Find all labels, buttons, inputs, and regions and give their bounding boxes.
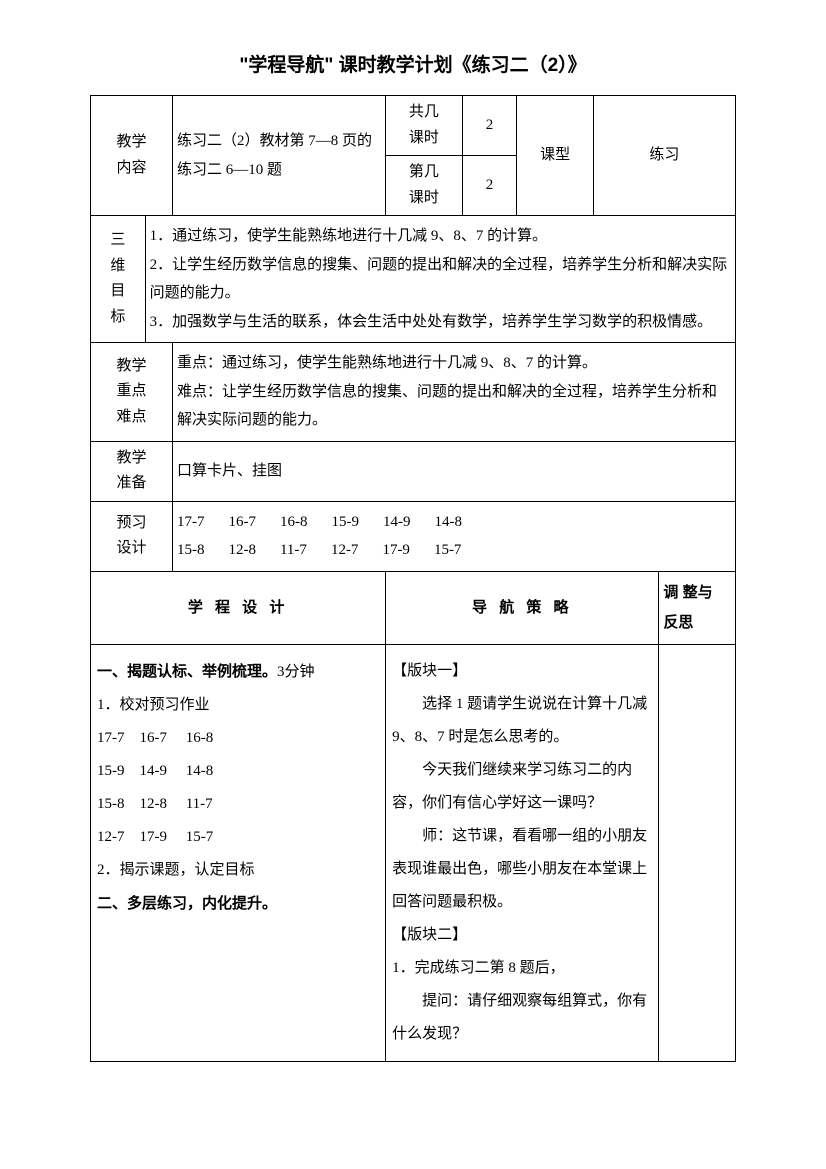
ld-p2: 2．揭示课题，认定目标 [97,854,379,887]
lesson-design-cell: 一、揭题认标、举例梳理。3分钟 1．校对预习作业 17-7 16-7 16-8 … [91,645,386,1062]
lesson-type-value: 练习 [593,96,735,216]
total-periods-value: 2 [462,96,517,156]
nav-n5: 提问：请仔细观察每组算式，你有什么发现？ [392,985,652,1051]
key-difficult-text: 重点：通过练习，使学生能熟练地进行十几减 9、8、7 的计算。 难点：让学生经历… [172,343,735,442]
label-key-difficult: 教学重点难点 [91,343,173,442]
label-preview: 预习设计 [91,501,173,571]
ld-p1: 1．校对预习作业 [97,689,379,722]
ld-row3: 15-8 12-8 11-7 [97,788,379,821]
objectives-text: 1．通过练习，使学生能熟练地进行十几减 9、8、7 的计算。 2．让学生经历数学… [145,216,735,343]
header-design: 学 程 设 计 [91,571,386,645]
preview-row2: 15-812-811-712-717-915-7 [177,536,731,565]
label-lesson-type: 课型 [517,96,594,216]
header-nav: 导 航 策 略 [386,571,659,645]
preview-text: 17-716-716-815-914-914-8 15-812-811-712-… [172,501,735,571]
nav-n4: 1．完成练习二第 8 题后， [392,952,652,985]
obj2: 2．让学生经历数学信息的搜集、问题的提出和解决的全过程，培养学生分析和解决实际问… [150,257,728,302]
preview-row1: 17-716-716-815-914-914-8 [177,508,731,537]
obj1: 1．通过练习，使学生能熟练地进行十几减 9、8、7 的计算。 [150,228,548,244]
prep-text: 口算卡片、挂图 [172,441,735,501]
nav-strategy-cell: 【版块一】 选择 1 题请学生说说在计算十几减9、8、7 时是怎么思考的。 今天… [386,645,659,1062]
key-point: 重点：通过练习，使学生能熟练地进行十几减 9、8、7 的计算。 [177,355,597,371]
ld-row4: 12-7 17-9 15-7 [97,821,379,854]
nav-b1: 【版块一】 [392,655,652,688]
ld-h2: 二、多层练习，内化提升。 [97,887,379,920]
nav-n3: 师：这节课，看看哪一组的小朋友表现谁最出色，哪些小朋友在本堂课上回答问题最积极。 [392,820,652,919]
ld-h1: 一、揭题认标、举例梳理。 [97,663,277,680]
ld-row2: 15-9 14-9 14-8 [97,755,379,788]
label-teaching-content: 教学内容 [91,96,173,216]
nav-n2: 今天我们继续来学习练习二的内容，你们有信心学好这一课吗？ [392,754,652,820]
obj3: 3．加强数学与生活的联系，体会生活中处处有数学，培养学生学习数学的积极情感。 [150,314,713,330]
header-adjust: 调 整与 反思 [659,571,736,645]
teaching-content-text: 练习二（2）教材第 7—8 页的练习二 6—10 题 [172,96,385,216]
difficult-point: 难点：让学生经历数学信息的搜集、问题的提出和解决的全过程，培养学生分析和解决实际… [177,384,717,429]
adjust-cell [659,645,736,1062]
ld-row1: 17-7 16-7 16-8 [97,722,379,755]
which-period-value: 2 [462,156,517,216]
ld-h1-suffix: 3分钟 [277,664,315,680]
page-title: "学程导航" 课时教学计划《练习二（2）》 [90,50,736,77]
label-which-period: 第几课时 [386,156,463,216]
nav-b2: 【版块二】 [392,919,652,952]
label-prep: 教学准备 [91,441,173,501]
label-total-periods: 共几课时 [386,96,463,156]
label-objectives: 三维目标 [91,216,146,343]
main-table: 教学内容 练习二（2）教材第 7—8 页的练习二 6—10 题 共几课时 2 课… [90,95,736,1062]
nav-n1: 选择 1 题请学生说说在计算十几减9、8、7 时是怎么思考的。 [392,688,652,754]
